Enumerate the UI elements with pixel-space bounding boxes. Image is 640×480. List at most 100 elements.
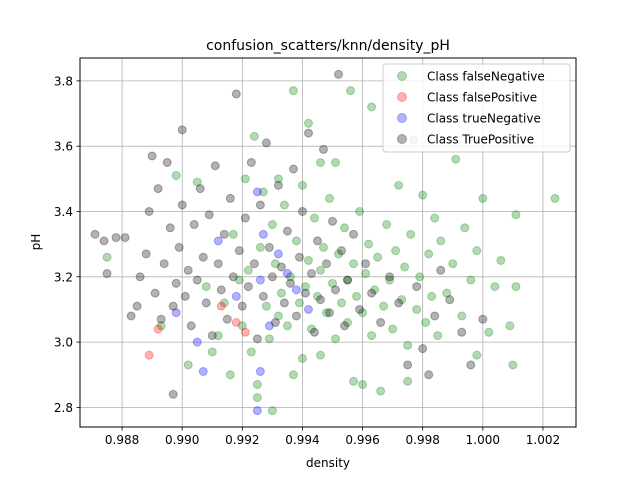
scatter-point — [237, 321, 247, 331]
scatter-point — [219, 229, 229, 239]
scatter-point — [370, 285, 380, 295]
scatter-point — [246, 347, 256, 357]
scatter-point — [322, 259, 331, 269]
scatter-point — [273, 311, 283, 321]
legend-marker — [397, 134, 407, 144]
scatter-point — [282, 269, 292, 279]
scatter-point — [198, 366, 208, 376]
scatter-point — [252, 380, 262, 390]
scatter-point — [216, 285, 226, 295]
scatter-point — [424, 370, 434, 380]
scatter-point — [511, 282, 521, 292]
scatter-point — [240, 174, 250, 184]
scatter-point — [246, 158, 256, 167]
scatter-point — [261, 138, 271, 148]
scatter-point — [424, 249, 434, 259]
scatter-point — [325, 308, 334, 318]
scatter-point — [144, 350, 154, 360]
series-2 — [171, 187, 313, 416]
scatter-point — [288, 370, 298, 380]
scatter-point — [267, 272, 277, 282]
scatter-point — [403, 340, 413, 350]
scatter-point — [273, 174, 283, 184]
scatter-point — [273, 249, 283, 259]
scatter-point — [279, 298, 289, 308]
scatter-point — [394, 298, 404, 308]
scatter-point — [285, 272, 295, 282]
scatter-point — [165, 223, 175, 233]
scatter-point — [306, 269, 316, 279]
scatter-point — [397, 295, 407, 305]
scatter-point — [234, 246, 244, 256]
scatter-point — [412, 304, 422, 314]
scatter-point — [198, 252, 208, 262]
legend-label: Class falseNegative — [427, 70, 545, 84]
scatter-point — [484, 327, 494, 337]
scatter-point — [192, 275, 202, 285]
scatter-point — [337, 298, 347, 308]
scatter-point — [361, 269, 371, 279]
scatter-point — [403, 376, 413, 386]
scatter-point — [478, 314, 488, 324]
x-tick-label: 0.990 — [165, 433, 199, 447]
scatter-point — [216, 301, 226, 311]
x-tick-label: 1.002 — [526, 433, 560, 447]
scatter-point — [282, 321, 292, 331]
scatter-point — [490, 282, 500, 292]
scatter-point — [328, 216, 338, 226]
x-tick-label: 0.994 — [285, 433, 319, 447]
scatter-point — [403, 360, 413, 370]
scatter-point — [168, 389, 178, 399]
plot-frame — [79, 57, 577, 428]
scatter-point — [249, 131, 259, 141]
scatter-point — [264, 334, 274, 344]
scatter-point — [252, 406, 262, 416]
scatter-point — [418, 344, 428, 354]
scatter-point — [343, 275, 353, 285]
scatter-point — [472, 246, 482, 256]
legend-marker — [397, 113, 407, 123]
scatter-point — [367, 288, 377, 298]
scatter-point — [367, 331, 377, 341]
scatter-point — [349, 259, 359, 269]
scatter-point — [225, 193, 235, 203]
scatter-point — [207, 347, 217, 357]
scatter-point — [288, 86, 298, 96]
scatter-point — [270, 259, 280, 269]
scatter-point — [162, 158, 172, 167]
scatter-point — [156, 321, 166, 331]
scatter-point — [225, 370, 235, 380]
scatter-point — [466, 360, 476, 370]
scatter-point — [285, 278, 295, 288]
scatter-point — [306, 324, 316, 334]
scatter-point — [346, 86, 356, 96]
scatter-point — [183, 265, 193, 275]
scatter-point — [267, 220, 277, 230]
legend-marker — [397, 71, 407, 81]
scatter-point — [279, 200, 289, 210]
scatter-point — [496, 255, 506, 265]
scatter-point — [427, 291, 437, 301]
scatter-point — [358, 308, 368, 318]
scatter-point — [282, 226, 292, 236]
scatter-point — [291, 285, 301, 295]
scatter-point — [318, 242, 328, 252]
scatter-point — [442, 288, 452, 298]
scatter-point — [264, 242, 274, 252]
y-tick-label: 3.6 — [54, 140, 73, 154]
y-axis-label: pH — [29, 234, 43, 251]
scatter-point — [472, 350, 482, 360]
scatter-point — [294, 252, 304, 262]
y-axis-ticks: 2.8 3.0 3.2 3.4 3.6 3.8 — [54, 74, 80, 415]
scatter-point — [255, 200, 265, 210]
scatter-point — [156, 314, 166, 324]
scatter-point — [204, 210, 214, 220]
scatter-point — [174, 242, 184, 252]
scatter-point — [343, 318, 353, 327]
x-tick-label: 0.992 — [225, 433, 259, 447]
legend-box — [382, 63, 571, 153]
scatter-point — [252, 187, 262, 197]
series-1 — [144, 301, 250, 360]
scatter-point — [436, 236, 446, 246]
